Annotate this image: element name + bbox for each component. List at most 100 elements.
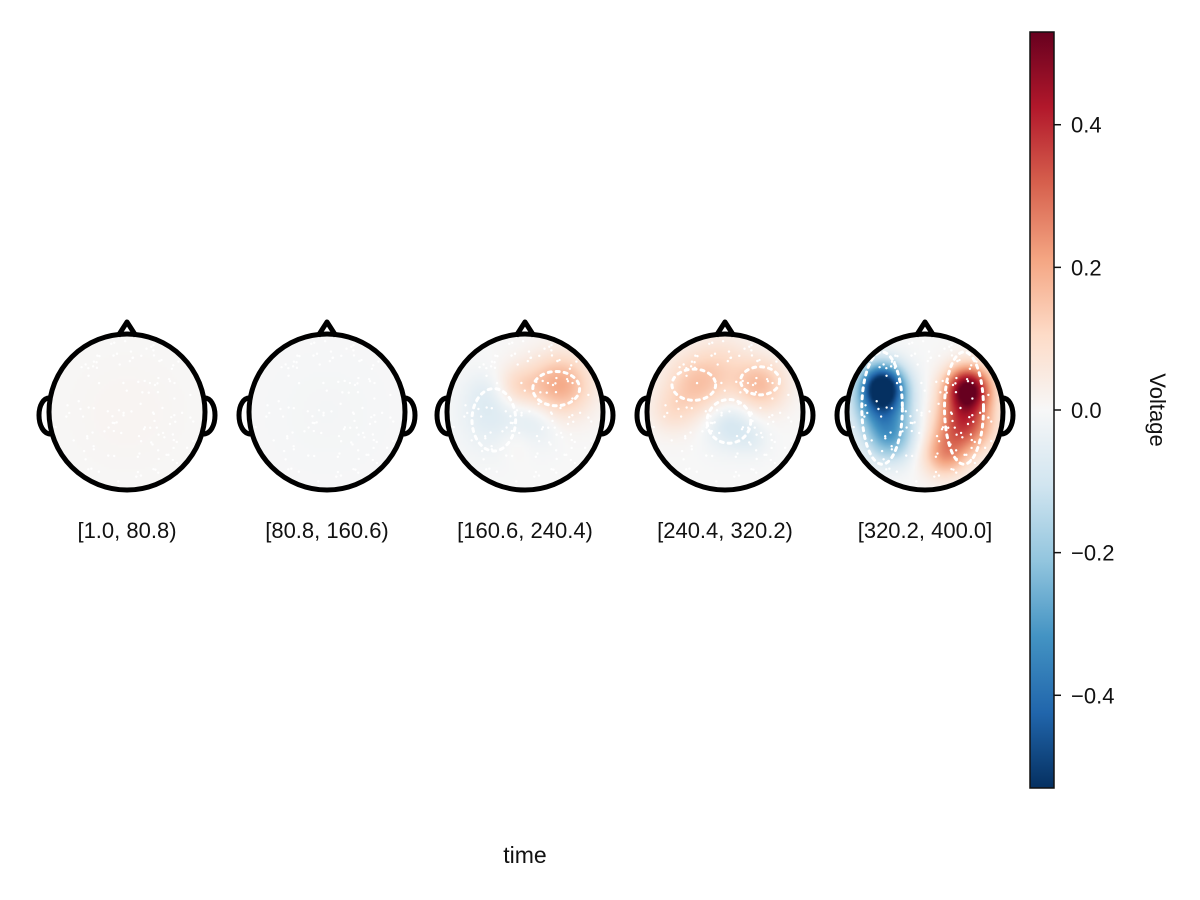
electrode-dot bbox=[928, 350, 930, 352]
electrode-dot bbox=[542, 426, 544, 428]
electrode-dot bbox=[751, 420, 753, 422]
electrode-dot bbox=[169, 423, 171, 425]
electrode-dot bbox=[579, 412, 581, 414]
electrode-dot bbox=[298, 355, 300, 357]
electrode-dot bbox=[463, 415, 465, 417]
colorbar-tick-label: 0.2 bbox=[1071, 255, 1102, 280]
electrode-dot bbox=[470, 439, 472, 441]
electrode-dot bbox=[172, 364, 174, 366]
electrode-dot bbox=[951, 354, 953, 356]
electrode-dot bbox=[772, 421, 774, 423]
electrode-dot bbox=[350, 346, 352, 348]
electrode-dot bbox=[287, 406, 289, 408]
electrode-dot bbox=[774, 441, 776, 443]
electrode-dot bbox=[891, 448, 893, 450]
electrode-dot bbox=[319, 363, 321, 365]
electrode-dot bbox=[392, 440, 394, 442]
electrode-dot bbox=[357, 391, 359, 393]
electrode-dot bbox=[569, 368, 571, 370]
electrode-dot bbox=[152, 468, 154, 470]
electrode-dot bbox=[755, 471, 757, 473]
electrode-dot bbox=[135, 475, 137, 477]
electrode-dot bbox=[65, 415, 67, 417]
electrode-dot bbox=[524, 389, 526, 391]
electrode-dot bbox=[881, 450, 883, 452]
electrode-dot bbox=[910, 354, 912, 356]
electrode-dot bbox=[942, 426, 944, 428]
electrode-dot bbox=[584, 447, 586, 449]
electrode-dot bbox=[313, 455, 315, 457]
electrode-dot bbox=[511, 455, 513, 457]
electrode-dot bbox=[918, 432, 920, 434]
electrode-dot bbox=[149, 427, 151, 429]
electrode-dot bbox=[690, 445, 692, 447]
electrode-dot bbox=[937, 403, 939, 405]
electrode-dot bbox=[520, 412, 522, 414]
electrode-dot bbox=[83, 450, 85, 452]
electrode-dot bbox=[715, 480, 717, 482]
electrode-dot bbox=[87, 406, 89, 408]
electrode-dot bbox=[882, 363, 884, 365]
electrode-dot bbox=[132, 357, 134, 359]
electrode-dot bbox=[157, 391, 159, 393]
electrode-dot bbox=[87, 468, 89, 470]
electrode-dot bbox=[284, 458, 286, 460]
electrode-dot bbox=[482, 363, 484, 365]
electrode-dot bbox=[322, 414, 324, 416]
electrode-dot bbox=[954, 382, 956, 384]
electrode-dot bbox=[748, 441, 750, 443]
electrode-dot bbox=[317, 480, 319, 482]
electrode-dot bbox=[738, 440, 740, 442]
electrode-dot bbox=[511, 430, 513, 432]
electrode-dot bbox=[947, 382, 949, 384]
electrode-dot bbox=[287, 375, 289, 377]
electrode-dot bbox=[694, 367, 696, 369]
electrode-dot bbox=[863, 415, 865, 417]
electrode-dot bbox=[162, 432, 164, 434]
electrode-dot bbox=[174, 421, 176, 423]
electrode-dot bbox=[86, 435, 88, 437]
electrode-dot bbox=[682, 363, 684, 365]
electrode-dot bbox=[571, 439, 573, 441]
electrode-dot bbox=[92, 365, 94, 367]
electrode-dot bbox=[965, 454, 967, 456]
electrode-dot bbox=[969, 368, 971, 370]
electrode-dot bbox=[372, 447, 374, 449]
electrode-dot bbox=[168, 378, 170, 380]
electrode-dot bbox=[710, 422, 712, 424]
electrode-dot bbox=[392, 420, 394, 422]
electrode-dot bbox=[488, 468, 490, 470]
electrode-dot bbox=[157, 377, 159, 379]
electrode-dot bbox=[884, 435, 886, 437]
electrode-dot bbox=[652, 426, 654, 428]
electrode-dot bbox=[742, 426, 744, 428]
electrode-dot bbox=[533, 475, 535, 477]
electrode-dot bbox=[505, 426, 507, 428]
electrode-dot bbox=[373, 439, 375, 441]
electrode-dot bbox=[741, 380, 743, 382]
electrode-dot bbox=[955, 434, 957, 436]
electrode-dot bbox=[733, 475, 735, 477]
electrode-dot bbox=[941, 380, 943, 382]
electrode-dot bbox=[737, 403, 739, 405]
electrode-dot bbox=[751, 354, 753, 356]
electrode-dot bbox=[280, 366, 282, 368]
electrode-dot bbox=[538, 355, 540, 357]
electrode-dot bbox=[549, 443, 551, 445]
electrode-dot bbox=[154, 384, 156, 386]
electrode-dot bbox=[138, 452, 140, 454]
electrode-dot bbox=[884, 437, 886, 439]
electrode-dot bbox=[522, 340, 524, 342]
electrode-dot bbox=[287, 468, 289, 470]
electrode-dot bbox=[361, 407, 363, 409]
electrode-dot bbox=[693, 361, 695, 363]
electrode-dot bbox=[103, 430, 105, 432]
electrode-dot bbox=[122, 382, 124, 384]
electrode-dot bbox=[550, 349, 552, 351]
electrode-dot bbox=[176, 462, 178, 464]
electrode-dot bbox=[510, 422, 512, 424]
electrode-dot bbox=[496, 382, 498, 384]
electrode-dot bbox=[284, 363, 286, 365]
electrode-dot bbox=[491, 361, 493, 363]
